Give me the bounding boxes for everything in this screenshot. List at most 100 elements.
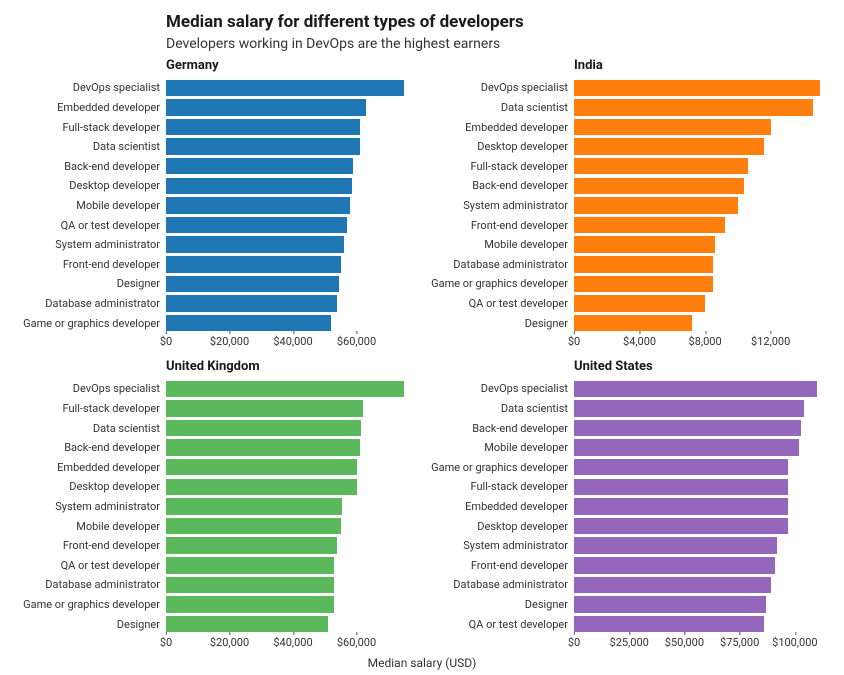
bar-row — [574, 457, 828, 477]
bar-row — [166, 196, 420, 216]
bar — [166, 178, 352, 194]
bar — [166, 256, 341, 272]
chart-area: DevOps specialistEmbedded developerFull-… — [16, 77, 420, 333]
bar — [574, 80, 820, 96]
bar-row — [574, 137, 828, 157]
bar — [574, 557, 775, 573]
category-label: Game or graphics developer — [424, 274, 574, 294]
y-labels: DevOps specialistData scientistEmbedded … — [424, 77, 574, 333]
category-label: Data scientist — [424, 399, 574, 419]
category-label: Front-end developer — [424, 555, 574, 575]
bar — [574, 197, 738, 213]
category-label: QA or test developer — [16, 555, 166, 575]
bar-row — [166, 313, 420, 333]
category-label: System administrator — [16, 235, 166, 255]
bar — [574, 99, 813, 115]
bars-container — [166, 77, 420, 333]
x-axis: $0$25,000$50,000$75,000$100,000 — [574, 634, 828, 654]
axis-tick: $20,000 — [210, 335, 249, 348]
category-label: Front-end developer — [16, 536, 166, 556]
bar-row — [574, 575, 828, 595]
axis-tick: $0 — [568, 636, 580, 649]
category-label: Desktop developer — [424, 516, 574, 536]
category-label: Desktop developer — [16, 477, 166, 497]
axis-tick: $60,000 — [337, 335, 376, 348]
bar — [574, 596, 766, 612]
bar — [574, 217, 725, 233]
category-label: QA or test developer — [424, 294, 574, 314]
bar-row — [166, 137, 420, 157]
bar — [166, 381, 404, 397]
bar-row — [574, 156, 828, 176]
bar — [166, 400, 363, 416]
bar-row — [574, 98, 828, 118]
bar — [166, 498, 342, 514]
bar — [574, 616, 764, 632]
xaxis-label: Median salary (USD) — [16, 656, 828, 670]
bar-row — [166, 575, 420, 595]
bar — [166, 439, 360, 455]
category-label: Front-end developer — [424, 215, 574, 235]
x-axis: $0$4,000$8,000$12,000 — [574, 333, 828, 353]
bar — [574, 158, 748, 174]
panel-india: IndiaDevOps specialistData scientistEmbe… — [424, 58, 828, 353]
category-label: Full-stack developer — [424, 156, 574, 176]
category-label: System administrator — [424, 536, 574, 556]
bar — [574, 138, 764, 154]
bar-row — [574, 516, 828, 536]
bar-row — [166, 497, 420, 517]
bar-row — [574, 254, 828, 274]
category-label: Mobile developer — [424, 235, 574, 255]
bar — [574, 479, 788, 495]
category-label: Designer — [16, 274, 166, 294]
panel-united-kingdom: United KingdomDevOps specialistFull-stac… — [16, 359, 420, 654]
category-label: System administrator — [424, 196, 574, 216]
bar-row — [166, 379, 420, 399]
bar-row — [574, 313, 828, 333]
chart-title: Median salary for different types of dev… — [166, 12, 828, 32]
bar-row — [574, 294, 828, 314]
bar — [574, 236, 715, 252]
bar — [574, 577, 771, 593]
bar — [574, 119, 771, 135]
bar — [166, 557, 334, 573]
bar — [166, 119, 360, 135]
chart-subtitle: Developers working in DevOps are the hig… — [166, 36, 828, 52]
bar-row — [574, 536, 828, 556]
category-label: Game or graphics developer — [16, 313, 166, 333]
bar — [166, 577, 334, 593]
category-label: Designer — [16, 614, 166, 634]
bar-row — [166, 98, 420, 118]
bar — [574, 400, 804, 416]
axis-tick: $0 — [160, 335, 172, 348]
axis-tick: $20,000 — [210, 636, 249, 649]
bar — [166, 138, 360, 154]
bar-row — [166, 274, 420, 294]
panel-germany: GermanyDevOps specialistEmbedded develop… — [16, 58, 420, 353]
y-labels: DevOps specialistFull-stack developerDat… — [16, 378, 166, 634]
x-axis: $0$20,000$40,000$60,000 — [166, 634, 420, 654]
bar — [166, 315, 331, 331]
bar-row — [166, 457, 420, 477]
bar-row — [574, 555, 828, 575]
y-labels: DevOps specialistEmbedded developerFull-… — [16, 77, 166, 333]
category-label: Data scientist — [424, 98, 574, 118]
panel-title: United States — [574, 359, 828, 374]
bar — [574, 256, 713, 272]
bar — [574, 178, 744, 194]
category-label: QA or test developer — [424, 614, 574, 634]
bar — [574, 276, 713, 292]
bar-row — [574, 497, 828, 517]
bar-row — [574, 235, 828, 255]
bar-row — [166, 516, 420, 536]
bar-row — [574, 418, 828, 438]
bars-container — [574, 378, 828, 634]
bar-row — [166, 156, 420, 176]
category-label: Designer — [424, 595, 574, 615]
category-label: Full-stack developer — [16, 117, 166, 137]
category-label: Mobile developer — [16, 196, 166, 216]
category-label: Data scientist — [16, 418, 166, 438]
axis-tick: $25,000 — [610, 636, 649, 649]
axis-tick: $0 — [568, 335, 580, 348]
bar — [166, 537, 337, 553]
